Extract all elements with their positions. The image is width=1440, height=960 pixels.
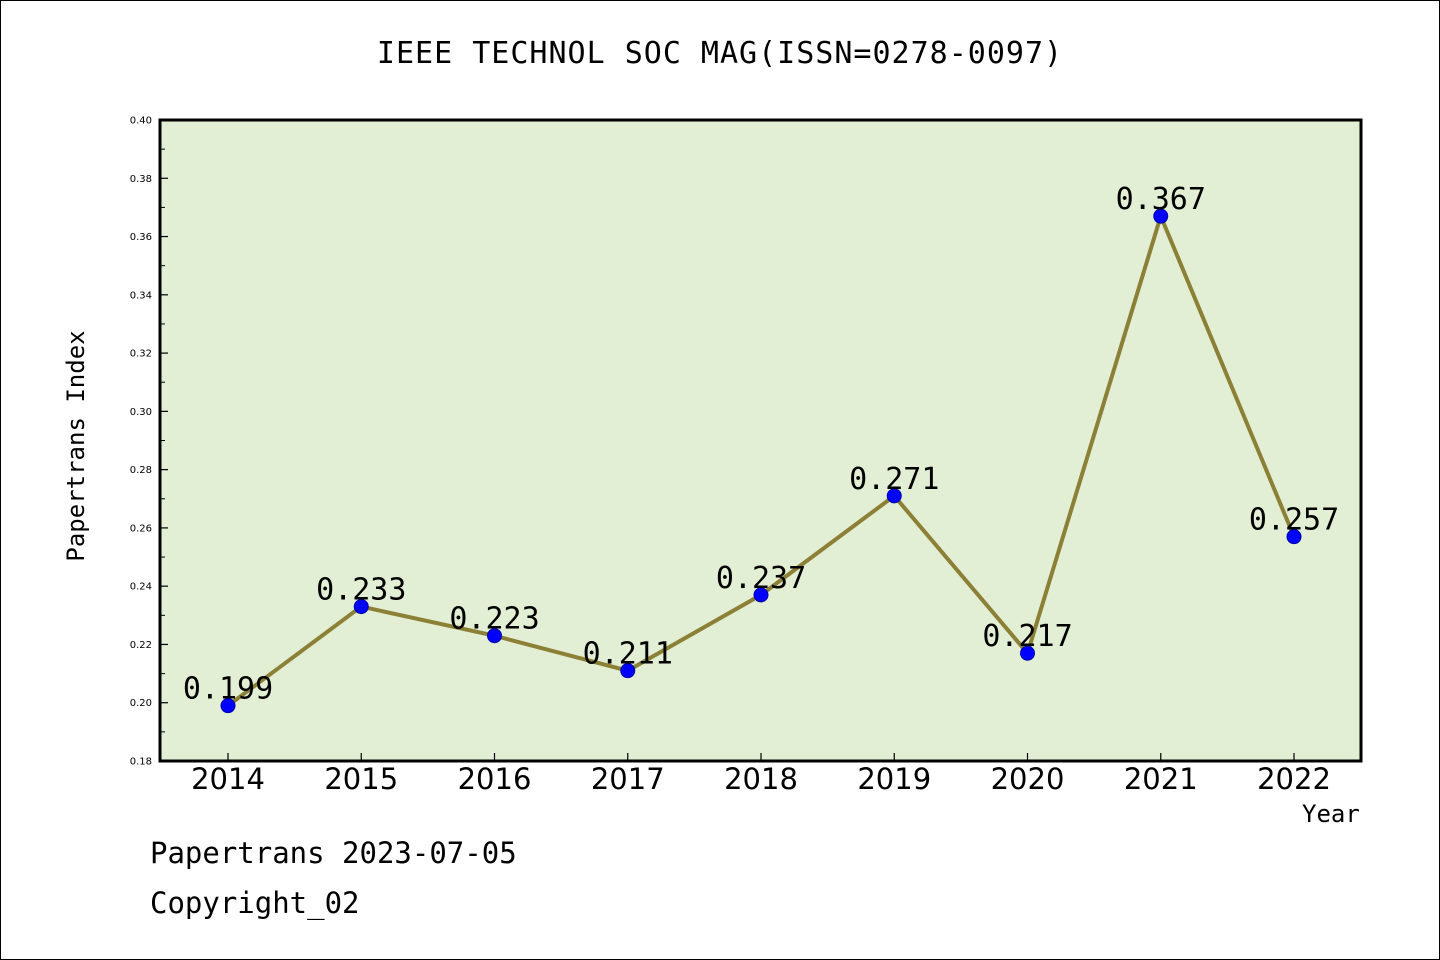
data-label: 0.211 [583, 637, 673, 672]
y-tick-label: 0.38 [130, 174, 152, 185]
data-point [1020, 645, 1035, 661]
x-tick-label: 2017 [591, 762, 665, 796]
data-point [220, 698, 236, 714]
data-label: 0.367 [1116, 182, 1206, 217]
x-tick-label: 2022 [1257, 762, 1331, 796]
y-tick-label: 0.26 [130, 523, 152, 534]
x-tick-label: 2020 [991, 762, 1065, 796]
footer-date: Papertrans 2023-07-05 [150, 836, 517, 870]
data-label: 0.217 [982, 619, 1072, 654]
x-tick-label: 2019 [857, 762, 931, 796]
data-point [1286, 529, 1302, 545]
y-tick-label: 0.22 [130, 640, 152, 651]
data-point [753, 587, 769, 603]
plot-area [160, 120, 1361, 761]
x-tick-label: 2016 [458, 762, 532, 796]
y-tick-label: 0.32 [130, 349, 152, 360]
data-point [487, 628, 502, 644]
y-tick-label: 0.18 [130, 757, 152, 768]
data-labels: 0.199 0.233 0.223 0.211 0.237 0.271 0.217 0.367… [183, 182, 1339, 706]
y-tick-label: 0.20 [130, 698, 152, 709]
y-tick-label: 0.30 [130, 407, 152, 418]
y-tick-label: 0.28 [130, 465, 152, 476]
x-tick-label: 2018 [724, 762, 798, 796]
y-tick-label: 0.34 [130, 290, 152, 301]
data-point [1153, 208, 1169, 224]
y-tick-label: 0.24 [130, 582, 152, 593]
data-point [886, 488, 902, 504]
x-axis-label: Year [1302, 800, 1360, 828]
data-label: 0.271 [849, 462, 939, 497]
plot-border [158, 118, 1363, 763]
y-tick-label: 0.36 [130, 232, 152, 243]
data-point [353, 599, 369, 615]
data-label: 0.233 [316, 573, 406, 608]
data-label: 0.257 [1249, 503, 1339, 538]
footer-copyright: Copyright_02 [150, 886, 360, 920]
data-label: 0.237 [716, 561, 806, 596]
data-label: 0.199 [183, 672, 273, 707]
data-markers [220, 208, 1302, 714]
data-label: 0.223 [449, 602, 539, 637]
chart-title: IEEE TECHNOL SOC MAG(ISSN=0278-0097) [376, 36, 1064, 71]
x-tick-label: 2015 [324, 762, 398, 796]
data-point [620, 663, 636, 679]
x-axis: 2014 2015 2016 2017 2018 2019 2020 2021 2022 [191, 753, 1331, 796]
y-tick-label: 0.40 [130, 116, 152, 127]
x-tick-label: 2021 [1124, 762, 1198, 796]
x-tick-label: 2014 [191, 762, 265, 796]
